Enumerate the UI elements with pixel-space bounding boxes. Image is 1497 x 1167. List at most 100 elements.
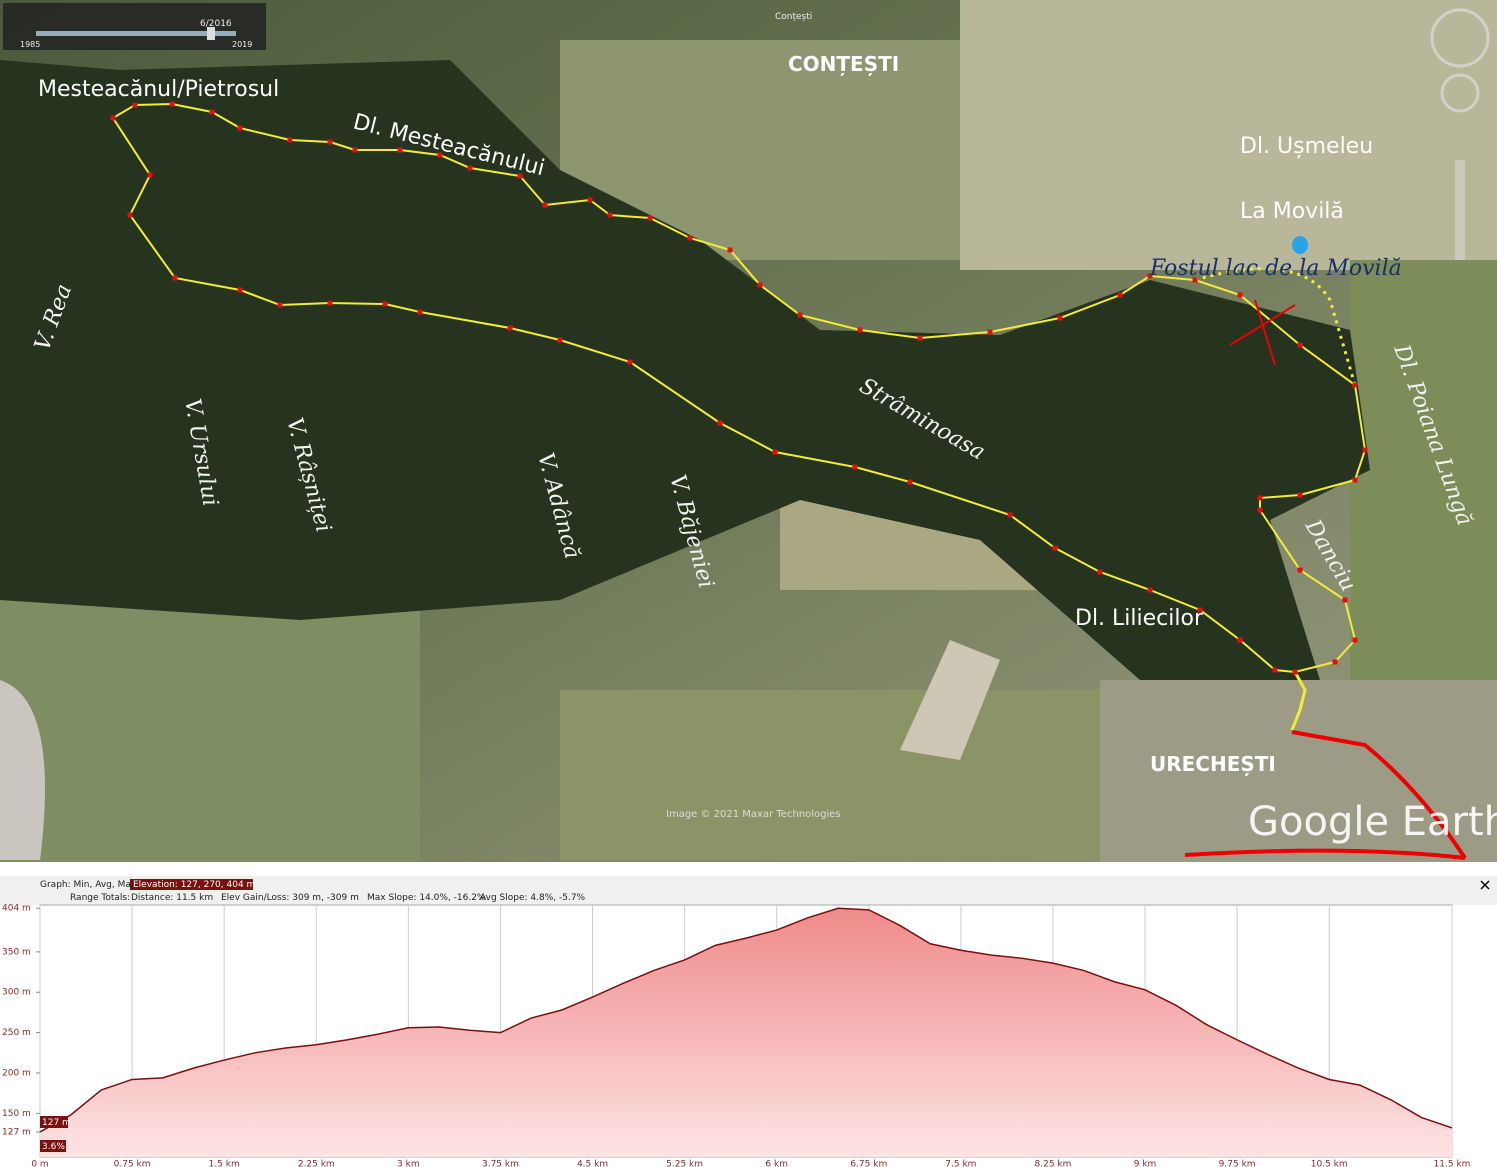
route-point: [517, 173, 523, 179]
header-text: Avg Slope: 4.8%, -5.7%: [480, 893, 586, 903]
header-text: Elev Gain/Loss: 309 m, -309 m: [221, 893, 359, 903]
x-tick-label: 3.75 km: [482, 1160, 519, 1167]
route-point: [1297, 492, 1303, 498]
header-text: Elevation: 127, 270, 404 m: [133, 880, 255, 890]
cursor-box: [40, 1116, 68, 1128]
route-point: [772, 449, 778, 455]
time-slider[interactable]: 6/2016 1985 2019: [3, 3, 266, 50]
x-tick-label: 8.25 km: [1035, 1160, 1072, 1167]
y-tick-label: 200 m: [2, 1069, 31, 1079]
route-point: [397, 147, 403, 153]
route-point: [169, 101, 175, 107]
x-tick-label: 6.75 km: [850, 1160, 887, 1167]
elevation-line: [39, 907, 1453, 1133]
slider-track[interactable]: [36, 31, 236, 36]
route-points: [110, 101, 1368, 675]
place-label: Conțești: [775, 12, 812, 22]
slider-date: 6/2016: [200, 19, 232, 29]
route-point: [1272, 667, 1278, 673]
slider-thumb[interactable]: [207, 27, 215, 40]
route-point: [132, 102, 138, 108]
x-tick-label: 9.75 km: [1219, 1160, 1256, 1167]
y-tick-label: 127 m: [2, 1127, 31, 1137]
route-point: [209, 109, 215, 115]
place-label: Fostul lac de la Movilă: [1149, 256, 1402, 281]
fields: [0, 600, 420, 862]
place-label: Mesteacănul/Pietrosul: [38, 77, 279, 102]
x-tick-label: 10.5 km: [1311, 1160, 1348, 1167]
route-point: [1057, 315, 1063, 321]
lake: [1292, 236, 1308, 254]
route-point: [852, 464, 858, 470]
route-point: [1352, 637, 1358, 643]
old-path: [1194, 267, 1357, 386]
route-point: [1352, 477, 1358, 483]
route-point: [1292, 669, 1298, 675]
route-point: [687, 235, 693, 241]
route-point: [147, 172, 153, 178]
route-point: [237, 125, 243, 131]
x-tick-label: 9 km: [1134, 1160, 1157, 1167]
attribution: Image © 2021 Maxar Technologies: [666, 809, 841, 820]
route-point: [727, 247, 733, 253]
route-point: [1352, 382, 1358, 388]
slider-end: 2019: [232, 40, 252, 49]
route-point: [1297, 342, 1303, 348]
y-tick-label: 250 m: [2, 1028, 31, 1038]
close-button[interactable]: [1480, 880, 1490, 890]
route-point: [1297, 567, 1303, 573]
route-point: [237, 287, 243, 293]
route-point: [542, 202, 548, 208]
route-point: [1237, 292, 1243, 298]
place-label: URECHEȘTI: [1150, 752, 1276, 776]
cursor-slope: 3.6%: [42, 1142, 65, 1152]
y-tick-label: 404 m: [2, 904, 31, 914]
route-point: [1237, 637, 1243, 643]
route-point: [1197, 607, 1203, 613]
route-point: [797, 312, 803, 318]
compass[interactable]: [1430, 8, 1490, 68]
elevation-profile: Graph: Min, Avg, Max Elevation: 127, 270…: [0, 862, 1497, 1167]
route-point: [382, 301, 388, 307]
route-point: [352, 147, 358, 153]
logo: Google Earth: [1248, 799, 1497, 845]
x-tick-label: 7.5 km: [945, 1160, 976, 1167]
route-point: [557, 337, 563, 343]
route-point: [467, 165, 473, 171]
area-fill: [40, 908, 1452, 1157]
route-point: [1362, 447, 1368, 453]
cross: [1229, 299, 1296, 366]
route-point: [1147, 273, 1153, 279]
plot: 0 m 0.75 km 1.5 km 2.25 km 3 km 3.75 km 4.5 km…: [2, 904, 1470, 1167]
route-point: [287, 137, 293, 143]
route-point: [907, 479, 913, 485]
place-label: La Movilă: [1240, 199, 1344, 224]
route-point: [857, 327, 863, 333]
route-point: [1342, 597, 1348, 603]
route-point: [327, 139, 333, 145]
fields: [960, 0, 1497, 270]
route-point: [172, 275, 178, 281]
route-point: [1147, 587, 1153, 593]
navigation-controls[interactable]: [1430, 8, 1490, 260]
place-label: Dl. Liliecilor: [1075, 606, 1204, 631]
route-point: [607, 212, 613, 218]
x-tick-label: 2.25 km: [298, 1160, 335, 1167]
route-point: [627, 359, 633, 365]
route-point: [1192, 277, 1198, 283]
landslide: [900, 640, 1000, 760]
route-point: [1257, 507, 1263, 513]
route-point: [1007, 512, 1013, 518]
x-tick-label: 6 km: [765, 1160, 788, 1167]
forest: [0, 60, 1370, 680]
route-point: [110, 115, 116, 121]
place-label: CONȚEȘTI: [788, 52, 899, 76]
x-tick-label: 1.5 km: [209, 1160, 240, 1167]
place-label: Dl. Ușmeleu: [1240, 134, 1373, 159]
look-control[interactable]: [1440, 73, 1480, 113]
cursor-elevation: 127 m: [42, 1118, 71, 1128]
zoom-slider[interactable]: [1455, 160, 1465, 260]
route-point: [277, 302, 283, 308]
slider-panel: [3, 3, 266, 50]
